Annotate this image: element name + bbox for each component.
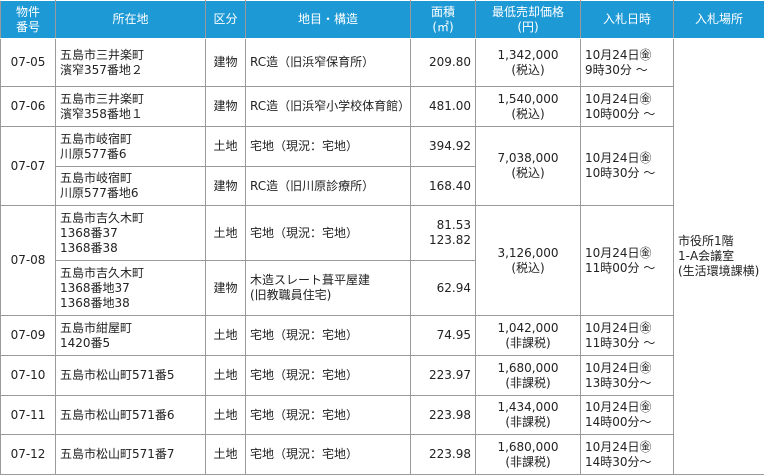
area-cell: 481.00 <box>411 87 476 127</box>
kind-cell: 土地 <box>206 206 246 261</box>
header-cell: 物件 番号 <box>1 1 56 39</box>
area-cell: 168.40 <box>411 167 476 206</box>
area-cell: 74.95 <box>411 316 476 356</box>
date-cell: 10月24日㊎ 13時30分～ <box>581 356 674 396</box>
row: 07-06 五島市三井楽町 濱窄358番地１ 建物 RC造（旧浜窄小学校体育館）… <box>1 87 764 127</box>
structure-cell: RC造（旧浜窄小学校体育館） <box>246 87 411 127</box>
structure-cell: RC造（旧川原診療所） <box>246 167 411 206</box>
id-cell: 07-05 <box>1 39 56 87</box>
price-cell: 7,038,000 (税込) <box>476 127 581 206</box>
price-cell: 1,434,000 (非課税) <box>476 396 581 435</box>
id-cell: 07-10 <box>1 356 56 396</box>
header-cell: 区分 <box>206 1 246 39</box>
kind-cell: 土地 <box>206 127 246 167</box>
area-cell: 223.98 <box>411 435 476 475</box>
kind-cell: 建物 <box>206 167 246 206</box>
area-cell: 209.80 <box>411 39 476 87</box>
row: 07-10 五島市松山町571番5 土地 宅地（現況：宅地） 223.97 1,… <box>1 356 764 396</box>
location-cell: 五島市吉久木町 1368番地37 1368番地38 <box>56 261 206 316</box>
date-cell: 10月24日㊎ 9時30分 ～ <box>581 39 674 87</box>
header-row: 物件 番号 所在地 区分 地目・構造 面積 (㎡) 最低売却価格 (円) 入札日… <box>1 1 764 39</box>
area-cell: 223.98 <box>411 396 476 435</box>
structure-cell: 宅地（現況：宅地） <box>246 206 411 261</box>
kind-cell: 建物 <box>206 261 246 316</box>
header-cell: 最低売却価格 (円) <box>476 1 581 39</box>
price-cell: 1,680,000 (非課税) <box>476 435 581 475</box>
price-cell: 1,042,000 (非課税) <box>476 316 581 356</box>
kind-cell: 建物 <box>206 39 246 87</box>
date-cell: 10月24日㊎ 11時30分 ～ <box>581 316 674 356</box>
structure-cell: 木造スレート葺平屋建 (旧教職員住宅) <box>246 261 411 316</box>
date-cell: 10月24日㊎ 14時00分～ <box>581 396 674 435</box>
row: 07-12 五島市松山町571番7 土地 宅地（現況：宅地） 223.98 1,… <box>1 435 764 475</box>
row: 07-05 五島市三井楽町 濱窄357番地２ 建物 RC造（旧浜窄保育所） 20… <box>1 39 764 87</box>
location-cell: 五島市吉久木町 1368番37 1368番38 <box>56 206 206 261</box>
area-cell: 394.92 <box>411 127 476 167</box>
structure-cell: 宅地（現況：宅地） <box>246 435 411 475</box>
kind-cell: 土地 <box>206 435 246 475</box>
structure-cell: RC造（旧浜窄保育所） <box>246 39 411 87</box>
row: 07-07 五島市岐宿町 川原577番6 土地 宅地（現況：宅地） 394.92… <box>1 127 764 167</box>
location-cell: 五島市岐宿町 川原577番6 <box>56 127 206 167</box>
header-cell: 入札日時 <box>581 1 674 39</box>
structure-cell: 宅地（現況：宅地） <box>246 316 411 356</box>
location-cell: 五島市三井楽町 濱窄357番地２ <box>56 39 206 87</box>
header-cell: 所在地 <box>56 1 206 39</box>
structure-cell: 宅地（現況：宅地） <box>246 356 411 396</box>
place-cell: 市役所1階 1-A会議室 (生活環境課横) <box>674 39 764 475</box>
date-cell: 10月24日㊎ 10時00分 ～ <box>581 87 674 127</box>
location-cell: 五島市松山町571番6 <box>56 396 206 435</box>
row: 07-08 五島市吉久木町 1368番37 1368番38 土地 宅地（現況：宅… <box>1 206 764 261</box>
location-cell: 五島市紺屋町 1420番5 <box>56 316 206 356</box>
id-cell: 07-06 <box>1 87 56 127</box>
price-cell: 1,680,000 (非課税) <box>476 356 581 396</box>
row: 07-11 五島市松山町571番6 土地 宅地（現況：宅地） 223.98 1,… <box>1 396 764 435</box>
location-cell: 五島市岐宿町 川原577番地6 <box>56 167 206 206</box>
id-cell: 07-08 <box>1 206 56 316</box>
date-cell: 10月24日㊎ 14時30分～ <box>581 435 674 475</box>
structure-cell: 宅地（現況：宅地） <box>246 127 411 167</box>
location-cell: 五島市松山町571番7 <box>56 435 206 475</box>
id-cell: 07-09 <box>1 316 56 356</box>
price-cell: 1,342,000 (税込) <box>476 39 581 87</box>
id-cell: 07-11 <box>1 396 56 435</box>
header-cell: 面積 (㎡) <box>411 1 476 39</box>
id-cell: 07-12 <box>1 435 56 475</box>
id-cell: 07-07 <box>1 127 56 206</box>
area-cell: 223.97 <box>411 356 476 396</box>
price-cell: 1,540,000 (税込) <box>476 87 581 127</box>
header-cell: 入札場所 <box>674 1 764 39</box>
date-cell: 10月24日㊎ 11時00分 ～ <box>581 206 674 316</box>
price-cell: 3,126,000 (税込) <box>476 206 581 316</box>
area-cell: 62.94 <box>411 261 476 316</box>
location-cell: 五島市三井楽町 濱窄358番地１ <box>56 87 206 127</box>
kind-cell: 建物 <box>206 87 246 127</box>
area-cell: 81.53 123.82 <box>411 206 476 261</box>
date-cell: 10月24日㊎ 10時30分 ～ <box>581 127 674 206</box>
header-cell: 地目・構造 <box>246 1 411 39</box>
kind-cell: 土地 <box>206 396 246 435</box>
location-cell: 五島市松山町571番5 <box>56 356 206 396</box>
row: 07-09 五島市紺屋町 1420番5 土地 宅地（現況：宅地） 74.95 1… <box>1 316 764 356</box>
kind-cell: 土地 <box>206 356 246 396</box>
kind-cell: 土地 <box>206 316 246 356</box>
structure-cell: 宅地（現況：宅地） <box>246 396 411 435</box>
